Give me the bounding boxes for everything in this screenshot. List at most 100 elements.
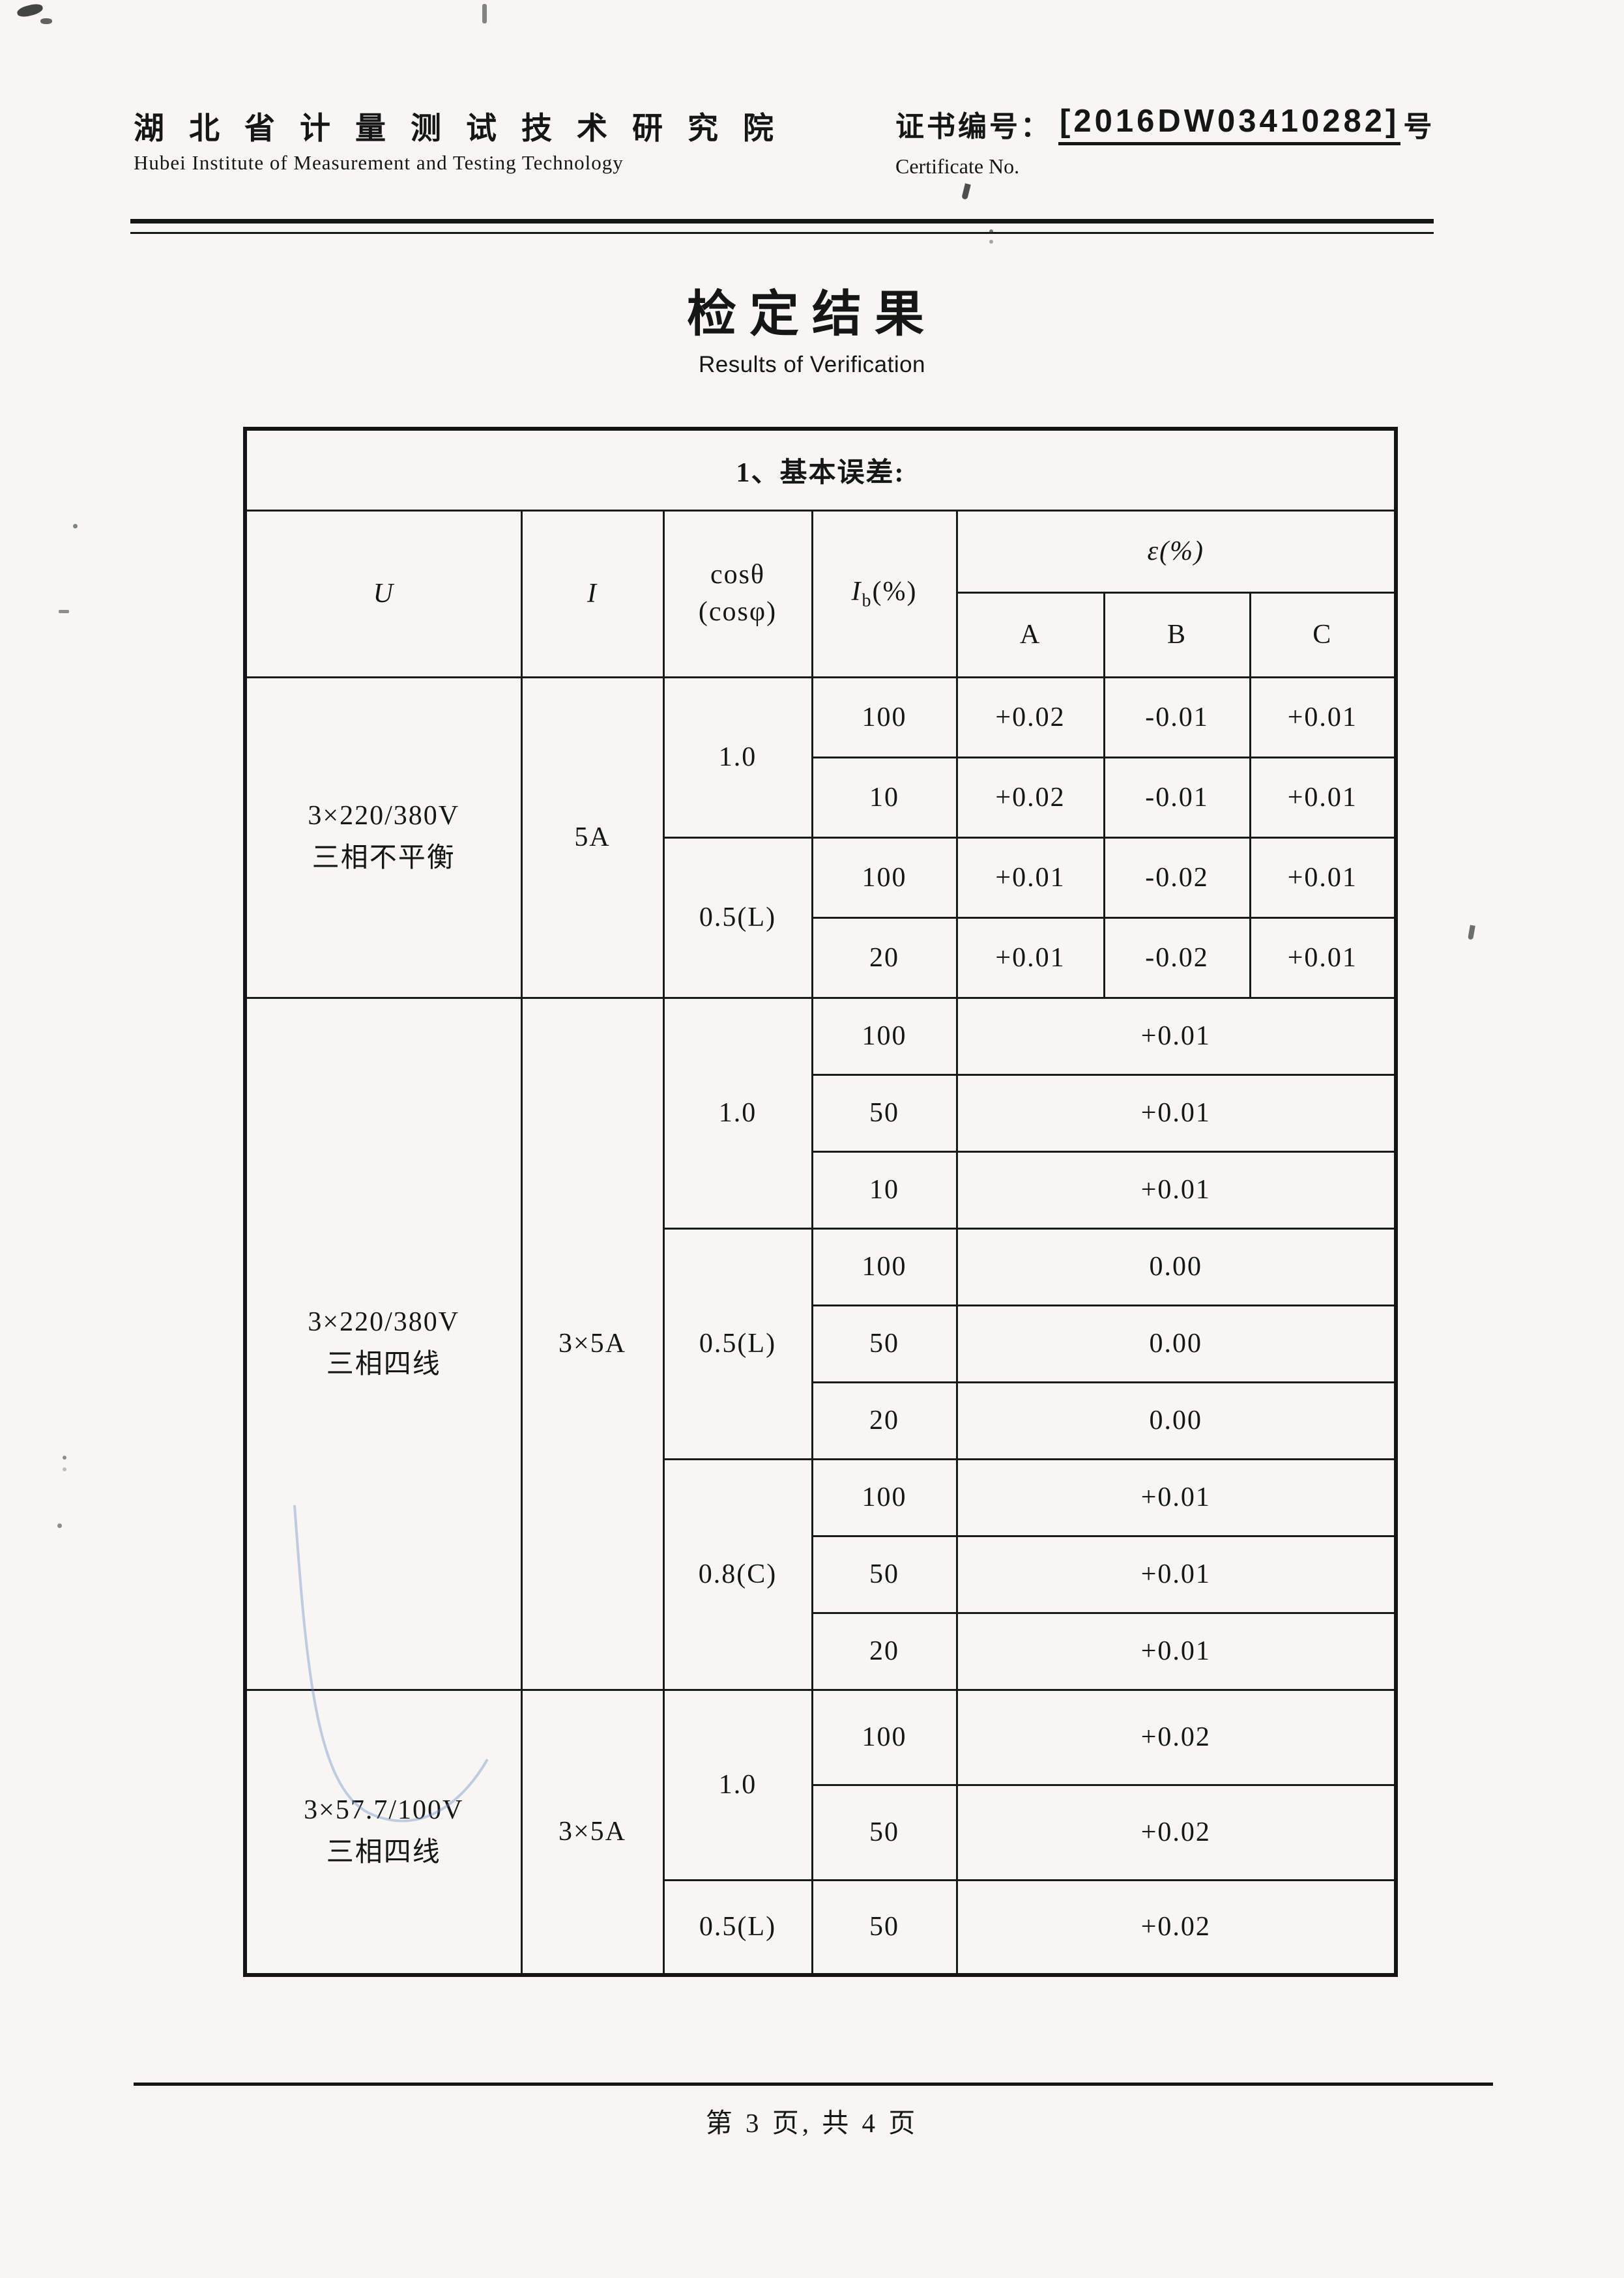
header-cos-line1: cosθ [710,560,766,590]
u-wiring: 三相四线 [326,1838,441,1868]
err-b-cell: -0.01 [1103,756,1251,839]
cos-cell: 1.0 [662,676,813,839]
ib-cell: 20 [811,916,958,999]
err-abc-cell: +0.01 [955,1458,1397,1537]
header-cos-line2: (cosφ) [698,597,777,627]
scan-artifact [57,1523,62,1528]
err-a-cell: +0.01 [955,916,1105,999]
scan-artifact [16,2,44,19]
err-abc-cell: +0.01 [955,1535,1397,1614]
err-abc-cell: 0.00 [955,1304,1397,1383]
u-cell: 3×220/380V 三相不平衡 [244,676,523,999]
ib-cell: 50 [811,1783,958,1881]
certificate-number-label-en: Certificate No. [895,154,1020,178]
header-epsilon: ε(%) [955,509,1397,594]
certificate-number-value: [2016DW03410282] [1058,103,1401,145]
page-title-en: Results of Verification [698,352,926,377]
err-b-cell: -0.02 [1103,916,1251,999]
scan-artifact [989,229,993,233]
page-title-cn: 检定结果 [687,287,937,342]
scan-artifact [59,610,69,613]
err-b-cell: -0.02 [1103,836,1251,919]
header-ib-subscript: b [862,590,873,611]
cos-cell: 0.5(L) [662,1879,813,1976]
cert-number: 2016DW03410282 [1073,104,1385,139]
header-i: I [520,509,665,678]
ib-cell: 100 [811,996,958,1076]
ib-cell: 50 [811,1535,958,1614]
err-abc-cell: 0.00 [955,1381,1397,1460]
cos-cell: 1.0 [662,1688,813,1881]
scan-artifact [1468,925,1475,940]
err-c-cell: +0.01 [1249,756,1397,839]
err-abc-cell: +0.02 [955,1879,1397,1976]
ib-cell: 100 [811,1458,958,1537]
err-b-cell: -0.01 [1103,676,1251,758]
i-cell: 5A [520,676,665,999]
section-label: 1、基本误差: [244,427,1397,512]
header-ib-symbol: I [851,576,862,607]
u-cell: 3×220/380V 三相四线 [244,996,523,1691]
u-voltage: 3×220/380V [308,800,460,831]
err-c-cell: +0.01 [1249,836,1397,919]
header-u: U [244,509,523,678]
scan-artifact [961,183,971,200]
scan-artifact [40,18,52,24]
institute-name-cn: 湖北省计量测试技术研究院 [134,111,798,145]
footer-divider-rule [134,2083,1493,2086]
scan-artifact [482,4,487,23]
verification-results-table: 1、基本误差: U I cosθ (cosφ) Ib(%) ε(%) A B C [243,427,1399,1977]
cos-cell: 0.5(L) [662,1227,813,1460]
header-cos: cosθ (cosφ) [662,509,813,678]
header-ib-unit: (%) [872,576,918,607]
page-number: 第 3 页, 共 4 页 [705,2108,919,2138]
cos-cell: 1.0 [662,996,813,1230]
err-a-cell: +0.02 [955,676,1105,758]
u-cell: 3×57.7/100V 三相四线 [244,1688,523,1976]
header-phase-a: A [955,591,1105,678]
ib-cell: 10 [811,756,958,839]
err-abc-cell: +0.01 [955,1150,1397,1230]
ib-cell: 100 [811,836,958,919]
err-abc-cell: +0.01 [955,996,1397,1076]
ib-cell: 50 [811,1879,958,1976]
scan-artifact [63,1456,66,1460]
scan-artifact [73,524,78,528]
certificate-number-unit: 号 [1403,111,1432,143]
ib-cell: 20 [811,1381,958,1460]
header-ib: Ib(%) [811,509,958,678]
err-abc-cell: +0.02 [955,1688,1397,1786]
certificate-number-label-cn: 证书编号： [895,111,1052,143]
err-c-cell: +0.01 [1249,916,1397,999]
err-abc-cell: +0.01 [955,1073,1397,1153]
err-c-cell: +0.01 [1249,676,1397,758]
cert-open-bracket: [ [1060,104,1074,139]
ib-cell: 20 [811,1611,958,1691]
u-wiring: 三相四线 [326,1349,441,1379]
err-abc-cell: +0.02 [955,1783,1397,1881]
ib-cell: 100 [811,676,958,758]
i-cell: 3×5A [520,996,665,1691]
certificate-number-block: 证书编号： [2016DW03410282] 号 Certificate No. [895,103,1432,179]
institute-name-en: Hubei Institute of Measurement and Testi… [134,151,624,174]
u-voltage: 3×57.7/100V [304,1795,464,1826]
cos-cell: 0.8(C) [662,1458,813,1691]
err-a-cell: +0.02 [955,756,1105,839]
header-divider-rule [130,219,1434,234]
header-phase-b: B [1103,591,1251,678]
header-phase-c: C [1249,591,1397,678]
u-wiring: 三相不平衡 [312,843,456,873]
err-a-cell: +0.01 [955,836,1105,919]
u-voltage: 3×220/380V [308,1306,460,1337]
err-abc-cell: 0.00 [955,1227,1397,1306]
ib-cell: 10 [811,1150,958,1230]
i-cell: 3×5A [520,1688,665,1976]
cos-cell: 0.5(L) [662,836,813,999]
err-abc-cell: +0.01 [955,1611,1397,1691]
ib-cell: 100 [811,1227,958,1306]
ib-cell: 100 [811,1688,958,1786]
cert-close-bracket: ] [1385,104,1400,139]
ib-cell: 50 [811,1073,958,1153]
ib-cell: 50 [811,1304,958,1383]
